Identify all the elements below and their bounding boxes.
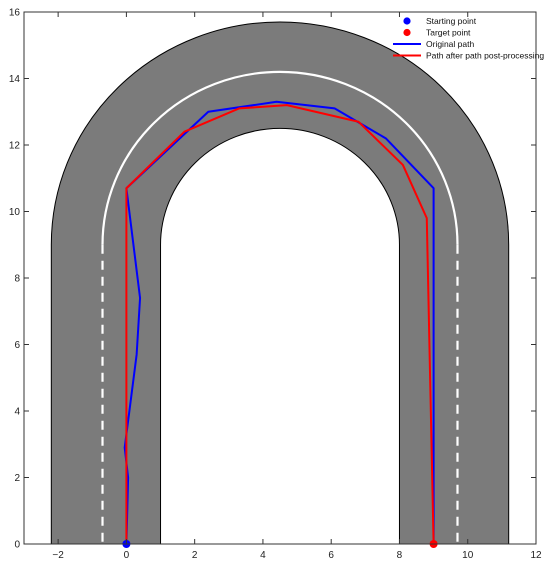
series-line-path-after-path-post-processing [125, 104, 435, 545]
axes: −2 0 2 4 6 8 10 12 0 2 4 6 8 10 12 14 16 [9, 8, 542, 562]
x-tick-label: 8 [397, 550, 403, 561]
x-tick-label: 6 [328, 550, 334, 561]
x-tick-label: −2 [52, 550, 64, 561]
y-tick-label: 2 [14, 473, 20, 484]
x-tick-label: 12 [530, 550, 542, 561]
x-tick-label: 0 [124, 550, 130, 561]
y-tick-label: 4 [14, 407, 20, 418]
road-surface [50, 21, 510, 545]
series-line-original-path [123, 100, 435, 545]
legend-marker-target-point [403, 28, 411, 37]
legend-label-starting-point: Starting point [426, 16, 477, 26]
y-tick-label: 16 [9, 8, 21, 19]
lane-marking-arc [101, 70, 459, 245]
legend-label-target-point: Target point [426, 28, 471, 38]
y-tick-label: 14 [9, 74, 21, 85]
legend-label-path-after-path-post-processing: Path after path post-processing [426, 51, 544, 61]
legend-label-original-path: Original path [426, 39, 474, 49]
x-tick-label: 2 [192, 550, 198, 561]
x-tick-label: 10 [462, 550, 474, 561]
legend-marker-starting-point [403, 17, 411, 25]
road-layer [50, 21, 510, 545]
y-tick-label: 8 [14, 274, 20, 285]
y-tick-label: 0 [14, 540, 20, 551]
y-tick-label: 10 [9, 207, 21, 218]
y-tick-label: 6 [14, 340, 20, 351]
x-tick-label: 4 [260, 550, 266, 561]
y-tick-label: 12 [9, 141, 21, 152]
